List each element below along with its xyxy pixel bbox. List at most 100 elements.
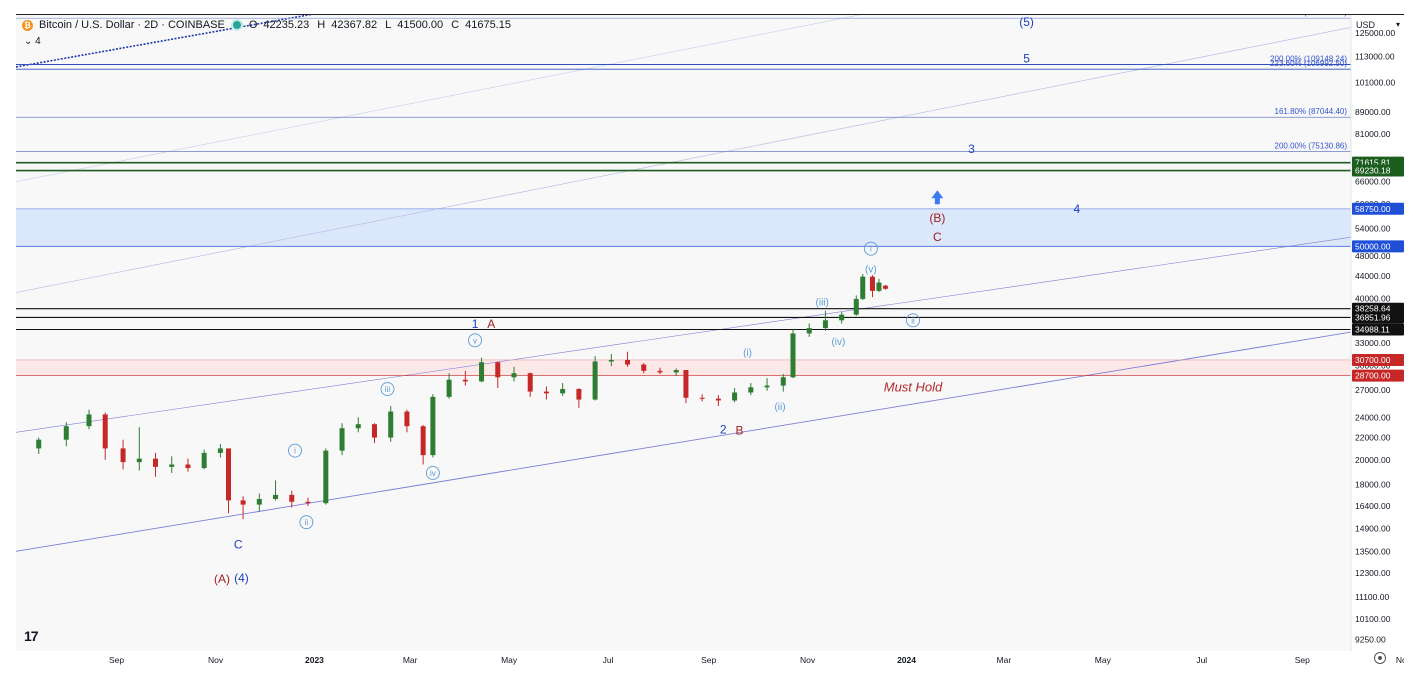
price-badge: 30700.00: [1355, 355, 1391, 365]
wave-label: (iv): [831, 337, 845, 348]
y-tick-label: 40000.00: [1355, 293, 1391, 303]
y-tick-label: 101000.00: [1355, 78, 1395, 88]
x-tick-label: No: [1396, 655, 1404, 665]
y-tick-label: 113000.00: [1355, 51, 1395, 61]
x-tick-label: Jul: [1196, 655, 1207, 665]
y-tick-label: 12300.00: [1355, 568, 1391, 578]
candle: [339, 428, 345, 451]
symbol-title[interactable]: Bitcoin / U.S. Dollar · 2D · COINBASE: [39, 19, 225, 31]
price-badge-bg: [1352, 369, 1404, 382]
candle: [225, 448, 231, 501]
y-tick-label: 22000.00: [1355, 433, 1391, 443]
wave-label-ring: [863, 241, 878, 256]
wave-label: C: [933, 230, 942, 244]
wave-label: (i): [743, 348, 752, 359]
candle: [355, 424, 361, 429]
candle: [446, 379, 452, 397]
candle: [404, 411, 410, 427]
channel-upper-line: [16, 236, 1352, 433]
y-tick-label: 27000.00: [1355, 385, 1391, 395]
wave-label: iii: [385, 385, 391, 394]
high-label: H: [317, 19, 326, 31]
candle: [673, 370, 679, 373]
price-badge: 28700.00: [1355, 371, 1391, 381]
y-tick-label: 24000.00: [1355, 412, 1391, 422]
indicator-toggle[interactable]: ⌄ 4: [24, 36, 41, 47]
currency-selector[interactable]: USD: [1356, 20, 1376, 30]
y-tick-label: 18000.00: [1355, 479, 1391, 489]
wave-label-ring: [299, 515, 314, 530]
candle: [715, 398, 721, 401]
wave-label-ring: [380, 382, 395, 396]
settings-icon[interactable]: [1374, 652, 1386, 664]
candle: [185, 464, 191, 469]
candle: [240, 500, 246, 505]
bitcoin-icon: ₿: [22, 19, 33, 31]
y-tick-label: 10100.00: [1355, 614, 1391, 624]
candle: [657, 370, 663, 373]
candle: [748, 387, 754, 393]
y-tick-label: 20000.00: [1355, 455, 1391, 465]
wave-label: (iii): [816, 297, 829, 308]
price-badge: 71615.81: [1355, 158, 1391, 168]
candle: [136, 458, 142, 463]
price-badge: 38258.64: [1355, 304, 1391, 314]
fib-label: 238.20% (133148.67): [1270, 15, 1347, 17]
candle: [36, 439, 42, 449]
support-zone: [16, 359, 1351, 376]
x-tick-label: 2024: [897, 655, 916, 665]
candle: [641, 364, 647, 371]
candle: [273, 494, 279, 500]
wave-label: (B): [929, 211, 945, 225]
caret-down-icon[interactable]: ▾: [1396, 20, 1401, 29]
chart-frame: 238.20% (133148.67)223.60% (106992.50)20…: [16, 14, 1404, 669]
wave-label: 4: [1074, 202, 1081, 216]
candle: [592, 361, 598, 400]
x-tick-label: May: [501, 655, 518, 665]
candle: [876, 282, 882, 291]
candle: [86, 414, 92, 427]
candle: [201, 452, 207, 469]
price-badge: 50000.00: [1355, 241, 1391, 251]
open-label: O: [248, 19, 258, 31]
channel-far-line: [16, 15, 861, 182]
candle: [430, 396, 436, 456]
candle: [256, 499, 262, 505]
wave-label: v: [473, 336, 477, 345]
low-label: L: [385, 19, 392, 31]
wave-label: iv: [430, 469, 436, 478]
wave-label: i: [294, 447, 296, 456]
fib-label: 200.00% (109148.24): [1270, 55, 1347, 64]
x-tick-label: Sep: [1295, 655, 1310, 665]
wave-label-ring: [468, 333, 483, 348]
channel-lower-line: [16, 331, 1352, 552]
candle: [388, 411, 394, 438]
wave-label: i: [870, 245, 872, 254]
candle: [495, 362, 501, 378]
candle: [527, 373, 533, 392]
x-tick-label: May: [1095, 655, 1112, 665]
candle: [169, 464, 175, 467]
up-arrow-icon: [931, 190, 944, 205]
x-tick-label: 2023: [305, 655, 324, 665]
price-badge: 69230.18: [1355, 166, 1391, 176]
chevron-down-icon: ⌄: [24, 36, 33, 47]
y-tick-label: 89000.00: [1355, 107, 1391, 117]
wave-label: (5): [1019, 15, 1034, 29]
candle: [323, 450, 329, 504]
candle: [153, 458, 159, 467]
wave-label: C: [234, 538, 243, 552]
x-tick-label: Nov: [208, 655, 224, 665]
tradingview-logo: 17: [24, 628, 39, 644]
x-tick-label: Mar: [997, 655, 1012, 665]
y-tick-label: 66000.00: [1355, 177, 1391, 187]
candle: [120, 448, 126, 463]
wave-label: ii: [305, 518, 309, 527]
x-tick-label: Sep: [109, 655, 124, 665]
price-chart[interactable]: 238.20% (133148.67)223.60% (106992.50)20…: [16, 15, 1404, 669]
candle: [560, 389, 566, 394]
candle: [63, 426, 69, 440]
open-value: 42235.23: [263, 19, 310, 31]
x-tick-label: Nov: [800, 655, 816, 665]
wave-label: 3: [968, 142, 975, 156]
